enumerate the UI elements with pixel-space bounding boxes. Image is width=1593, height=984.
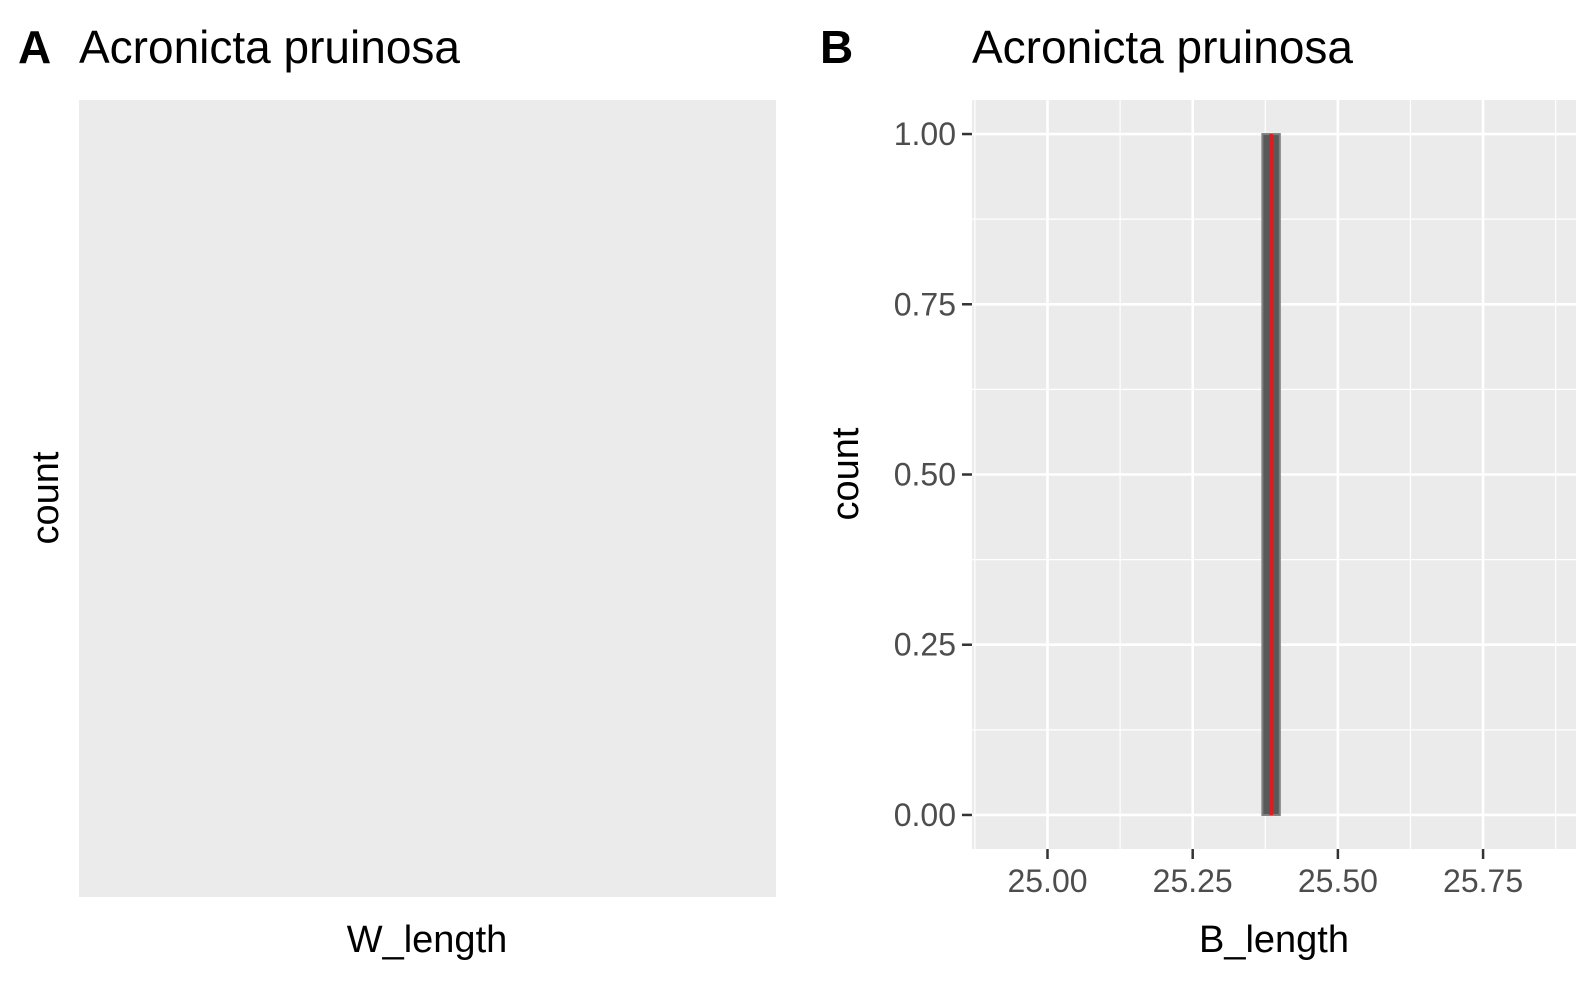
x-tick-label: 25.00 xyxy=(1007,863,1087,899)
panel-b-y-axis-ticks: 0.00 0.25 0.50 0.75 1.00 xyxy=(894,116,972,833)
y-tick-label: 1.00 xyxy=(894,116,956,152)
y-tick-label: 0.25 xyxy=(894,627,956,663)
panel-a-title: Acronicta pruinosa xyxy=(79,21,460,73)
panel-a-x-axis-title: W_length xyxy=(347,919,508,961)
panel-b-title: Acronicta pruinosa xyxy=(972,21,1353,73)
panel-b-tag: B xyxy=(820,21,853,73)
x-tick-label: 25.75 xyxy=(1443,863,1523,899)
y-tick-label: 0.75 xyxy=(894,286,956,322)
panel-b: B Acronicta pruinosa 0.00 0.25 0.50 0.75 1.0… xyxy=(820,21,1576,961)
panel-b-y-axis-title: count xyxy=(825,427,867,520)
x-tick-label: 25.25 xyxy=(1153,863,1233,899)
panel-a: A Acronicta pruinosa count W_length xyxy=(18,21,776,961)
panel-a-plot-background xyxy=(79,100,776,897)
panel-b-x-axis-ticks: 25.00 25.25 25.50 25.75 xyxy=(1007,849,1523,899)
panel-a-tag: A xyxy=(18,21,51,73)
y-tick-label: 0.50 xyxy=(894,457,956,493)
y-tick-label: 0.00 xyxy=(894,797,956,833)
x-tick-label: 25.50 xyxy=(1298,863,1378,899)
panel-b-x-axis-title: B_length xyxy=(1199,919,1349,961)
panel-a-y-axis-title: count xyxy=(25,451,67,544)
